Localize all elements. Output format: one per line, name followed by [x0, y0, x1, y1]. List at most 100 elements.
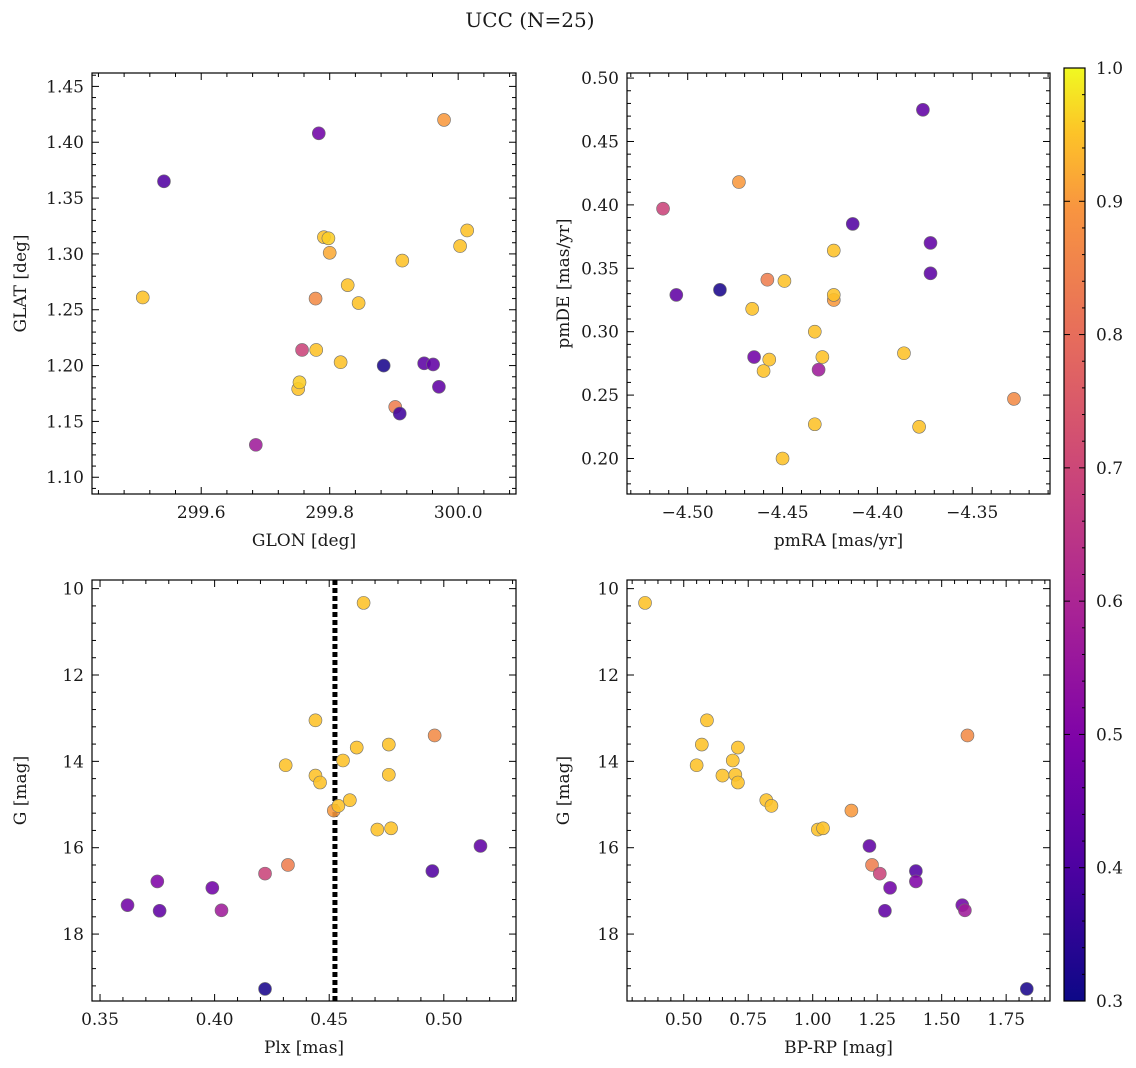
scatter-point [453, 239, 467, 253]
colorbar-gradient [1064, 68, 1085, 1001]
scatter-point [883, 881, 897, 895]
y-tick-label: 14 [597, 752, 619, 772]
x-tick-label: 0.45 [310, 1010, 348, 1030]
colorbar-tick-label: 0.3 [1096, 992, 1123, 1012]
scatter-point [157, 174, 171, 189]
y-tick-label: 12 [597, 666, 619, 686]
x-tick-label: 300.0 [434, 503, 483, 523]
scatter-point [384, 821, 398, 836]
y-tick-label: 1.40 [46, 133, 84, 153]
scatter-point [249, 438, 263, 452]
y-tick-label: 10 [597, 580, 619, 600]
panel-plx-g: 0.35 0.40 0.45 0.50 10 12 14 16 18 Plx [mas] G [ma… [11, 579, 517, 1058]
scatter-point [862, 839, 877, 853]
scatter-point [309, 343, 324, 357]
y-tick-label: 1.30 [46, 245, 84, 265]
x-tick-label: −4.35 [946, 503, 998, 523]
scatter-point [916, 102, 930, 117]
x-tick-label: 0.35 [81, 1010, 119, 1030]
scatter-point [150, 874, 165, 889]
y-tick-label: 18 [62, 925, 84, 945]
y-axis-label: G [mag] [554, 756, 574, 825]
scatter-point [816, 821, 830, 836]
colorbar-tick-label: 0.9 [1096, 192, 1123, 212]
scatter-point [370, 822, 385, 837]
scatter-point [865, 858, 879, 872]
scatter-point [333, 355, 348, 370]
scatter-point [923, 266, 938, 281]
scatter-point [258, 866, 272, 881]
colorbar-frame [1063, 67, 1086, 1002]
scatter-point [437, 113, 451, 127]
scatter-point [747, 350, 761, 364]
panel-glon-glat: 299.6 299.8 300.0 1.10 1.15 1.20 1.25 1.30 1.35 1… [11, 72, 517, 551]
x-tick-label: 0.75 [729, 1010, 767, 1030]
axis-ticks [92, 580, 516, 1001]
scatter-point [878, 903, 892, 918]
scatter-point [760, 272, 775, 287]
scatter-point [725, 753, 740, 768]
scatter-point [762, 352, 777, 367]
scatter-point [292, 375, 307, 390]
scatter-point [807, 324, 822, 339]
x-tick-label: −4.50 [662, 503, 714, 523]
scatter-point [656, 201, 670, 216]
scatter-point [958, 903, 972, 918]
colorbar-tick-label: 0.8 [1096, 326, 1123, 346]
y-tick-label: 0.35 [581, 259, 619, 279]
scatter-point [281, 858, 295, 872]
y-tick-label: 16 [62, 839, 84, 859]
scatter-point [308, 291, 323, 306]
y-tick-label: 1.35 [46, 189, 84, 209]
axis-ticks [627, 580, 1050, 1001]
scatter-point [689, 758, 704, 773]
y-tick-label: 18 [597, 925, 619, 945]
scatter-point [135, 290, 150, 305]
y-tick-label: 1.15 [46, 412, 84, 432]
scatter-point [713, 283, 727, 297]
points-layer [638, 596, 1034, 996]
scatter-point [205, 881, 220, 895]
y-tick-label: 0.50 [581, 69, 619, 89]
scatter-point [960, 728, 975, 743]
x-tick-label: −4.45 [756, 503, 808, 523]
scatter-point [845, 217, 860, 231]
scatter-point [381, 767, 396, 782]
scatter-point [694, 737, 709, 752]
axes-frame [626, 579, 1051, 1002]
scatter-point [427, 728, 442, 743]
scatter-point [826, 243, 841, 258]
scatter-point [336, 753, 350, 768]
scatter-point [331, 799, 346, 813]
axes-frame [91, 579, 517, 1002]
scatter-point [700, 713, 714, 728]
y-axis-label: GLAT [deg] [11, 234, 31, 332]
y-tick-label: 0.20 [581, 449, 619, 469]
scatter-point [376, 358, 391, 373]
scatter-point [392, 406, 407, 421]
scatter-point [777, 274, 792, 288]
x-tick-label: 1.75 [987, 1010, 1025, 1030]
scatter-point [807, 417, 822, 432]
scatter-point [1019, 982, 1034, 996]
x-tick-label: 1.50 [923, 1010, 961, 1030]
x-axis-label: Plx [mas] [264, 1038, 344, 1058]
y-tick-label: 0.40 [581, 196, 619, 216]
scatter-point [152, 903, 167, 918]
scatter-point [214, 903, 229, 918]
y-tick-label: 12 [62, 666, 84, 686]
scatter-point [731, 740, 745, 755]
scatter-point [731, 775, 745, 790]
scatter-point [313, 775, 327, 790]
axes-frame [91, 72, 517, 495]
x-tick-label: 0.50 [425, 1010, 463, 1030]
y-axis-label: pmDE [mas/yr] [554, 218, 574, 348]
scatter-point [321, 231, 336, 246]
scatter-point [322, 245, 337, 260]
panel-pmra-pmde: −4.50 −4.45 −4.40 −4.35 0.20 0.25 0.30 0.35 0.40… [554, 69, 1051, 551]
scatter-point [295, 343, 309, 357]
y-tick-label: 0.45 [581, 132, 619, 152]
scatter-point [909, 874, 923, 889]
scatter-point [897, 346, 911, 361]
scatter-point [923, 236, 938, 250]
